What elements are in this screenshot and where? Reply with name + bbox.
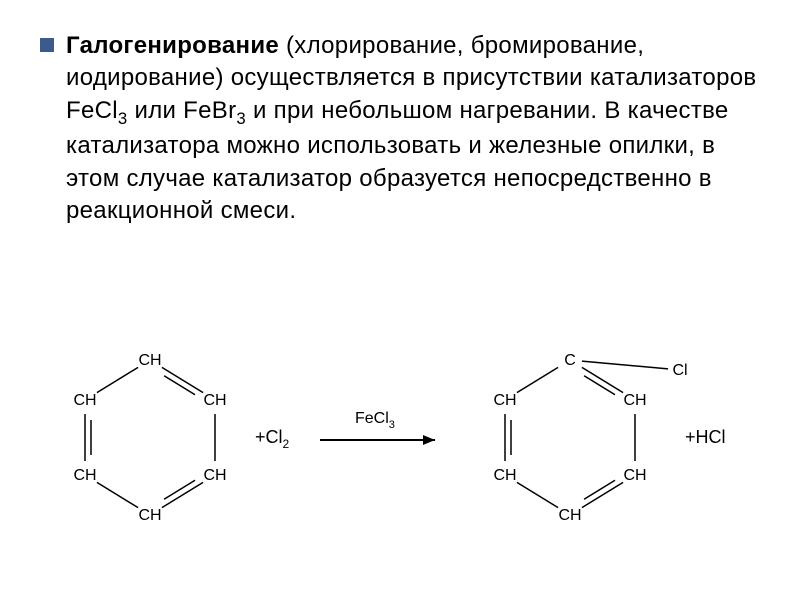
bullet-square xyxy=(40,38,54,52)
svg-text:CH: CH xyxy=(558,507,581,524)
bold-term: Галогенирование xyxy=(66,32,279,59)
svg-text:+Cl2: +Cl2 xyxy=(255,427,290,451)
reaction-diagram: CH CH CH CH CH CH C CH CH CH CH CH Cl +Cl2 +HCl FeCl3 xyxy=(0,340,800,570)
svg-text:Cl: Cl xyxy=(672,362,687,379)
sub-2: 3 xyxy=(236,109,246,128)
svg-text:CH: CH xyxy=(623,392,646,409)
svg-text:CH: CH xyxy=(138,507,161,524)
svg-text:CH: CH xyxy=(73,392,96,409)
paragraph-text: Галогенирование (хлорирование, бромирова… xyxy=(66,30,760,227)
svg-text:CH: CH xyxy=(203,392,226,409)
svg-text:+HCl: +HCl xyxy=(685,427,726,447)
svg-text:CH: CH xyxy=(73,467,96,484)
svg-text:CH: CH xyxy=(493,392,516,409)
sub-1: 3 xyxy=(118,109,128,128)
svg-text:FeCl3: FeCl3 xyxy=(355,410,395,431)
svg-text:CH: CH xyxy=(138,352,161,369)
reaction-svg: CH CH CH CH CH CH C CH CH CH CH CH Cl +Cl2 +HCl FeCl3 xyxy=(0,340,800,570)
svg-text:CH: CH xyxy=(203,467,226,484)
svg-text:CH: CH xyxy=(493,467,516,484)
svg-text:CH: CH xyxy=(623,467,646,484)
text-part-2: или FeBr xyxy=(128,97,237,124)
svg-text:C: C xyxy=(564,352,576,369)
